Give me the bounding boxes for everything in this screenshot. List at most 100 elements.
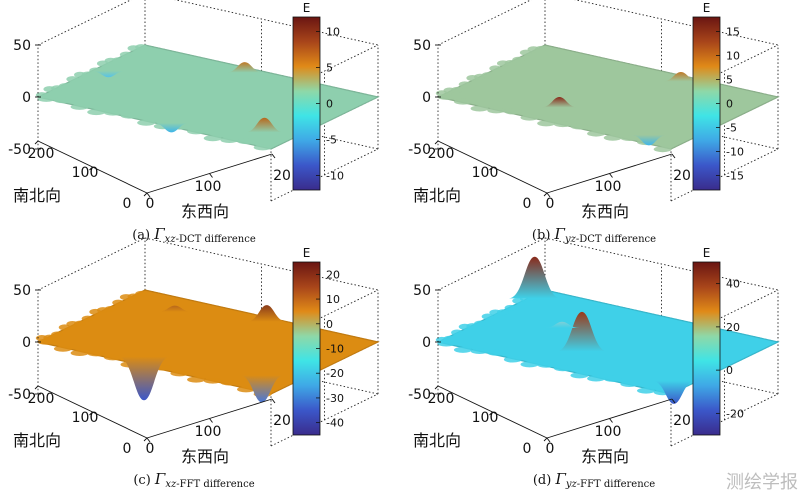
z-axis: 50 0 -50	[8, 38, 41, 158]
x-tick-label: 20	[273, 168, 291, 184]
surface-ripple	[487, 349, 506, 356]
surface-feature	[652, 381, 696, 404]
y-tick-label: 0	[523, 196, 532, 212]
x-tick-label: 20	[673, 168, 691, 184]
y-axis-label: 南北向	[13, 431, 61, 450]
colorbar-tick-label: 10	[326, 293, 340, 306]
x-tick-label: 0	[546, 441, 555, 457]
caption-label: (a)	[132, 228, 154, 243]
surface-ripple	[81, 71, 94, 78]
colorbar-tick-label: -40	[326, 417, 344, 430]
surface-ripple	[503, 108, 522, 115]
colorbar-tick-label: -5	[726, 122, 737, 135]
y-tick-label: 0	[123, 441, 132, 457]
caption-subscript: xz	[165, 234, 177, 245]
x-tick-label: 0	[546, 196, 555, 212]
caption-symbol: Γ	[153, 225, 165, 243]
z-tick-label: 50	[13, 283, 31, 299]
x-tick	[146, 192, 151, 198]
surface-ripple	[458, 81, 471, 88]
surface-ripple	[74, 320, 87, 327]
x-tick	[209, 173, 213, 178]
surface-ripple	[203, 377, 222, 384]
colorbar-tick-label: 15	[726, 25, 740, 38]
y-tick-label: 100	[472, 410, 499, 426]
y-tick-label: 0	[523, 441, 532, 457]
surface-ripple	[220, 379, 239, 386]
surface-ripple	[587, 375, 606, 382]
caption-label: (c)	[133, 473, 155, 488]
surface-feature	[246, 305, 287, 322]
x-axis-label: 东西向	[181, 202, 229, 221]
colorbar-tick-label: 10	[326, 25, 340, 38]
surface-ripple	[453, 346, 472, 353]
z-axis: 50 0 -50	[8, 283, 41, 403]
surface-feature	[508, 256, 561, 299]
caption-suffix: -DCT difference	[176, 234, 256, 245]
z-tick-label: 0	[422, 335, 431, 351]
surface-ripple	[587, 130, 606, 137]
surface-ripple	[104, 306, 117, 313]
caption-subscript: yz	[565, 479, 578, 490]
watermark: 测绘学报	[726, 472, 798, 493]
x-tick-label: 20	[673, 413, 691, 429]
y-tick-label: 100	[72, 165, 99, 181]
y-tick-label: 200	[28, 146, 55, 162]
z-tick-label: 0	[422, 90, 431, 106]
z-tick-label: 50	[13, 38, 31, 54]
surface-ripple	[489, 65, 502, 72]
z-tick-label: 0	[22, 90, 31, 106]
surface-ripple	[70, 103, 89, 110]
caption-symbol: Γ	[554, 225, 566, 243]
colorbar-tick-label: 5	[726, 73, 733, 86]
surface-ripple	[137, 119, 156, 126]
surface-ripple	[170, 370, 189, 377]
z-tick-label: 50	[413, 283, 431, 299]
surface-ripple	[453, 98, 472, 105]
caption-suffix: -DCT difference	[576, 234, 656, 245]
colorbar-tick-label: -20	[726, 407, 744, 420]
surface-ripple	[220, 137, 239, 144]
colorbar-tick-label: 0	[726, 98, 733, 111]
surface-ripple	[553, 121, 572, 128]
subplot-caption: (c) Γxz-FFT difference	[133, 470, 254, 490]
colorbar-fill	[692, 16, 721, 191]
colorbar-tick-label: 5	[326, 61, 333, 74]
y-tick	[543, 437, 548, 442]
surface-ripple	[58, 83, 71, 90]
y-tick	[489, 166, 493, 171]
surface-ripple	[451, 329, 464, 336]
caption-subscript: yz	[564, 234, 577, 245]
y-tick-label: 100	[72, 410, 99, 426]
caption-label: (d)	[533, 473, 556, 488]
colorbar-title: E	[303, 246, 311, 260]
surface-ripple	[253, 144, 272, 151]
y-tick-label: 0	[123, 196, 132, 212]
colorbar-tick-label: 10	[726, 49, 740, 62]
surface-ripple	[119, 51, 132, 58]
x-tick	[609, 173, 613, 178]
surface-feature	[91, 71, 126, 78]
z-tick-label: -50	[8, 142, 31, 158]
y-tick	[89, 411, 93, 416]
surface-ripple	[470, 348, 489, 355]
surface-ripple	[537, 361, 556, 368]
colorbar-tick-label: 0	[326, 98, 333, 111]
x-tick-label: 0	[146, 441, 155, 457]
y-axis-label: 南北向	[413, 431, 461, 450]
surface-feature	[226, 62, 264, 73]
surface-ripple	[503, 356, 522, 363]
surface-ripple	[87, 109, 106, 116]
y-tick	[34, 385, 39, 390]
y-tick	[34, 140, 39, 145]
y-tick-label: 200	[428, 391, 455, 407]
surface-ripple	[487, 107, 506, 114]
subplot-caption: (d) Γyz-FFT difference	[533, 470, 655, 490]
surface-ripple	[553, 365, 572, 372]
surface-ripple	[112, 57, 125, 64]
surface-feature	[117, 356, 171, 401]
surface-feature	[556, 311, 608, 352]
surface-ripple	[81, 315, 94, 322]
